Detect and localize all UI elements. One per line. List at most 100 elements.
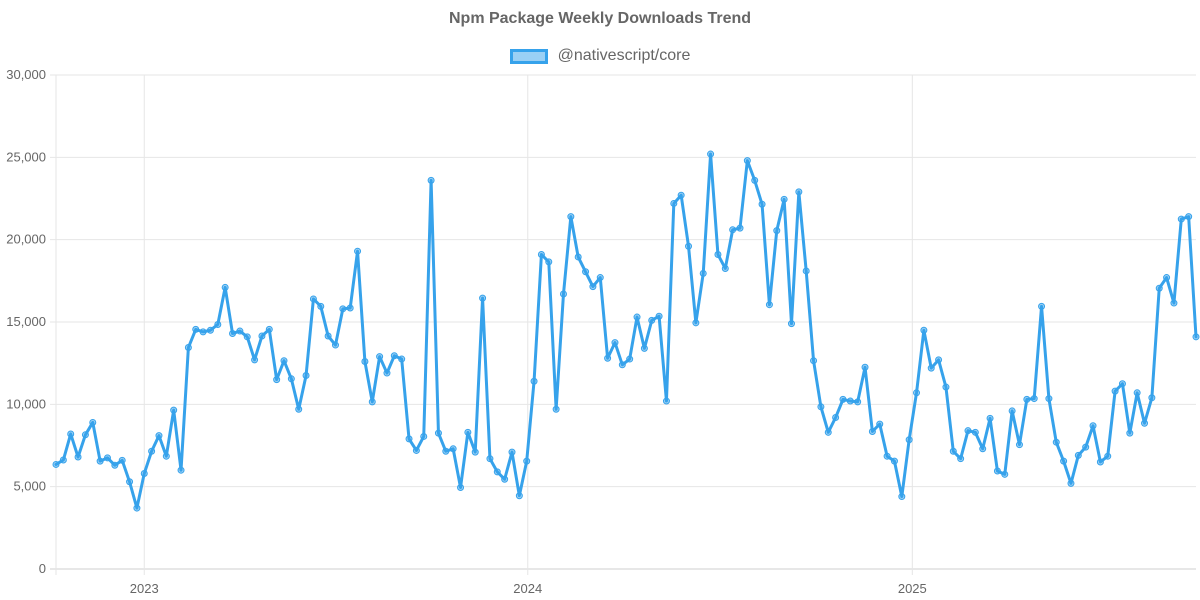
data-point[interactable] bbox=[265, 325, 273, 333]
data-point[interactable] bbox=[508, 448, 516, 456]
data-point[interactable] bbox=[802, 267, 810, 275]
data-point[interactable] bbox=[155, 432, 163, 440]
data-point[interactable] bbox=[317, 302, 325, 310]
data-point[interactable] bbox=[905, 436, 913, 444]
data-point[interactable] bbox=[1118, 380, 1126, 388]
data-point[interactable] bbox=[935, 356, 943, 364]
data-point[interactable] bbox=[927, 364, 935, 372]
data-point[interactable] bbox=[1067, 479, 1075, 487]
data-point[interactable] bbox=[787, 320, 795, 328]
data-point[interactable] bbox=[957, 455, 965, 463]
data-point[interactable] bbox=[1015, 441, 1023, 449]
data-point[interactable] bbox=[1074, 451, 1082, 459]
data-point[interactable] bbox=[331, 341, 339, 349]
data-point[interactable] bbox=[1023, 395, 1031, 403]
data-point[interactable] bbox=[604, 354, 612, 362]
data-point[interactable] bbox=[251, 356, 259, 364]
data-point[interactable] bbox=[1082, 443, 1090, 451]
data-point[interactable] bbox=[515, 492, 523, 500]
data-point[interactable] bbox=[839, 395, 847, 403]
data-point[interactable] bbox=[170, 406, 178, 414]
data-point[interactable] bbox=[780, 195, 788, 203]
data-point[interactable] bbox=[986, 414, 994, 422]
data-point[interactable] bbox=[611, 339, 619, 347]
data-point[interactable] bbox=[52, 460, 60, 468]
data-point[interactable] bbox=[1096, 458, 1104, 466]
data-point[interactable] bbox=[1052, 438, 1060, 446]
data-point[interactable] bbox=[817, 403, 825, 411]
data-point[interactable] bbox=[302, 372, 310, 380]
data-point[interactable] bbox=[442, 447, 450, 455]
data-point[interactable] bbox=[1045, 395, 1053, 403]
data-point[interactable] bbox=[96, 457, 104, 465]
data-point[interactable] bbox=[1008, 407, 1016, 415]
data-point[interactable] bbox=[74, 453, 82, 461]
data-point[interactable] bbox=[1155, 284, 1163, 292]
data-point[interactable] bbox=[339, 305, 347, 313]
data-point[interactable] bbox=[67, 430, 75, 438]
data-point[interactable] bbox=[1133, 389, 1141, 397]
data-point[interactable] bbox=[1060, 457, 1068, 465]
data-point[interactable] bbox=[133, 504, 141, 512]
data-point[interactable] bbox=[655, 312, 663, 320]
data-point[interactable] bbox=[1001, 470, 1009, 478]
data-point[interactable] bbox=[692, 319, 700, 327]
data-point[interactable] bbox=[479, 294, 487, 302]
data-point[interactable] bbox=[949, 447, 957, 455]
legend-label[interactable]: @nativescript/core bbox=[557, 47, 691, 64]
data-point[interactable] bbox=[920, 326, 928, 334]
data-point[interactable] bbox=[405, 435, 413, 443]
data-point[interactable] bbox=[574, 253, 582, 261]
data-point[interactable] bbox=[773, 227, 781, 235]
data-point[interactable] bbox=[545, 258, 553, 266]
data-point[interactable] bbox=[221, 283, 229, 291]
data-point[interactable] bbox=[103, 454, 111, 462]
data-point[interactable] bbox=[192, 325, 200, 333]
data-point[interactable] bbox=[1030, 395, 1038, 403]
data-point[interactable] bbox=[287, 375, 295, 383]
data-point[interactable] bbox=[537, 250, 545, 258]
data-point[interactable] bbox=[758, 200, 766, 208]
data-point[interactable] bbox=[993, 467, 1001, 475]
data-point[interactable] bbox=[552, 405, 560, 413]
data-point[interactable] bbox=[1141, 419, 1149, 427]
data-point[interactable] bbox=[751, 176, 759, 184]
data-point[interactable] bbox=[243, 333, 251, 341]
data-point[interactable] bbox=[662, 397, 670, 405]
data-point[interactable] bbox=[1185, 213, 1193, 221]
data-point[interactable] bbox=[736, 224, 744, 232]
data-point[interactable] bbox=[295, 405, 303, 413]
data-point[interactable] bbox=[596, 274, 604, 282]
data-point[interactable] bbox=[913, 389, 921, 397]
data-point[interactable] bbox=[648, 316, 656, 324]
data-point[interactable] bbox=[868, 428, 876, 435]
data-point[interactable] bbox=[118, 456, 126, 464]
data-point[interactable] bbox=[890, 457, 898, 465]
data-point[interactable] bbox=[589, 283, 597, 291]
data-point[interactable] bbox=[236, 327, 244, 335]
data-point[interactable] bbox=[707, 150, 715, 158]
points-layer[interactable] bbox=[52, 150, 1200, 512]
data-point[interactable] bbox=[258, 332, 266, 340]
data-point[interactable] bbox=[971, 428, 979, 436]
data-point[interactable] bbox=[273, 376, 281, 384]
legend[interactable]: @nativescript/core bbox=[0, 47, 1200, 65]
data-point[interactable] bbox=[390, 352, 398, 360]
data-point[interactable] bbox=[846, 397, 854, 405]
data-point[interactable] bbox=[309, 295, 317, 303]
data-point[interactable] bbox=[398, 355, 406, 363]
data-point[interactable] bbox=[523, 457, 531, 465]
data-point[interactable] bbox=[434, 429, 442, 437]
data-point[interactable] bbox=[559, 290, 567, 298]
data-point[interactable] bbox=[471, 448, 479, 456]
data-point[interactable] bbox=[765, 301, 773, 309]
data-point[interactable] bbox=[964, 427, 972, 435]
data-point[interactable] bbox=[1111, 387, 1119, 395]
data-point[interactable] bbox=[699, 269, 707, 277]
data-point[interactable] bbox=[412, 446, 420, 454]
data-point[interactable] bbox=[449, 445, 457, 453]
data-point[interactable] bbox=[626, 355, 634, 363]
data-point[interactable] bbox=[501, 475, 509, 483]
data-point[interactable] bbox=[1163, 274, 1171, 282]
data-point[interactable] bbox=[824, 428, 832, 436]
